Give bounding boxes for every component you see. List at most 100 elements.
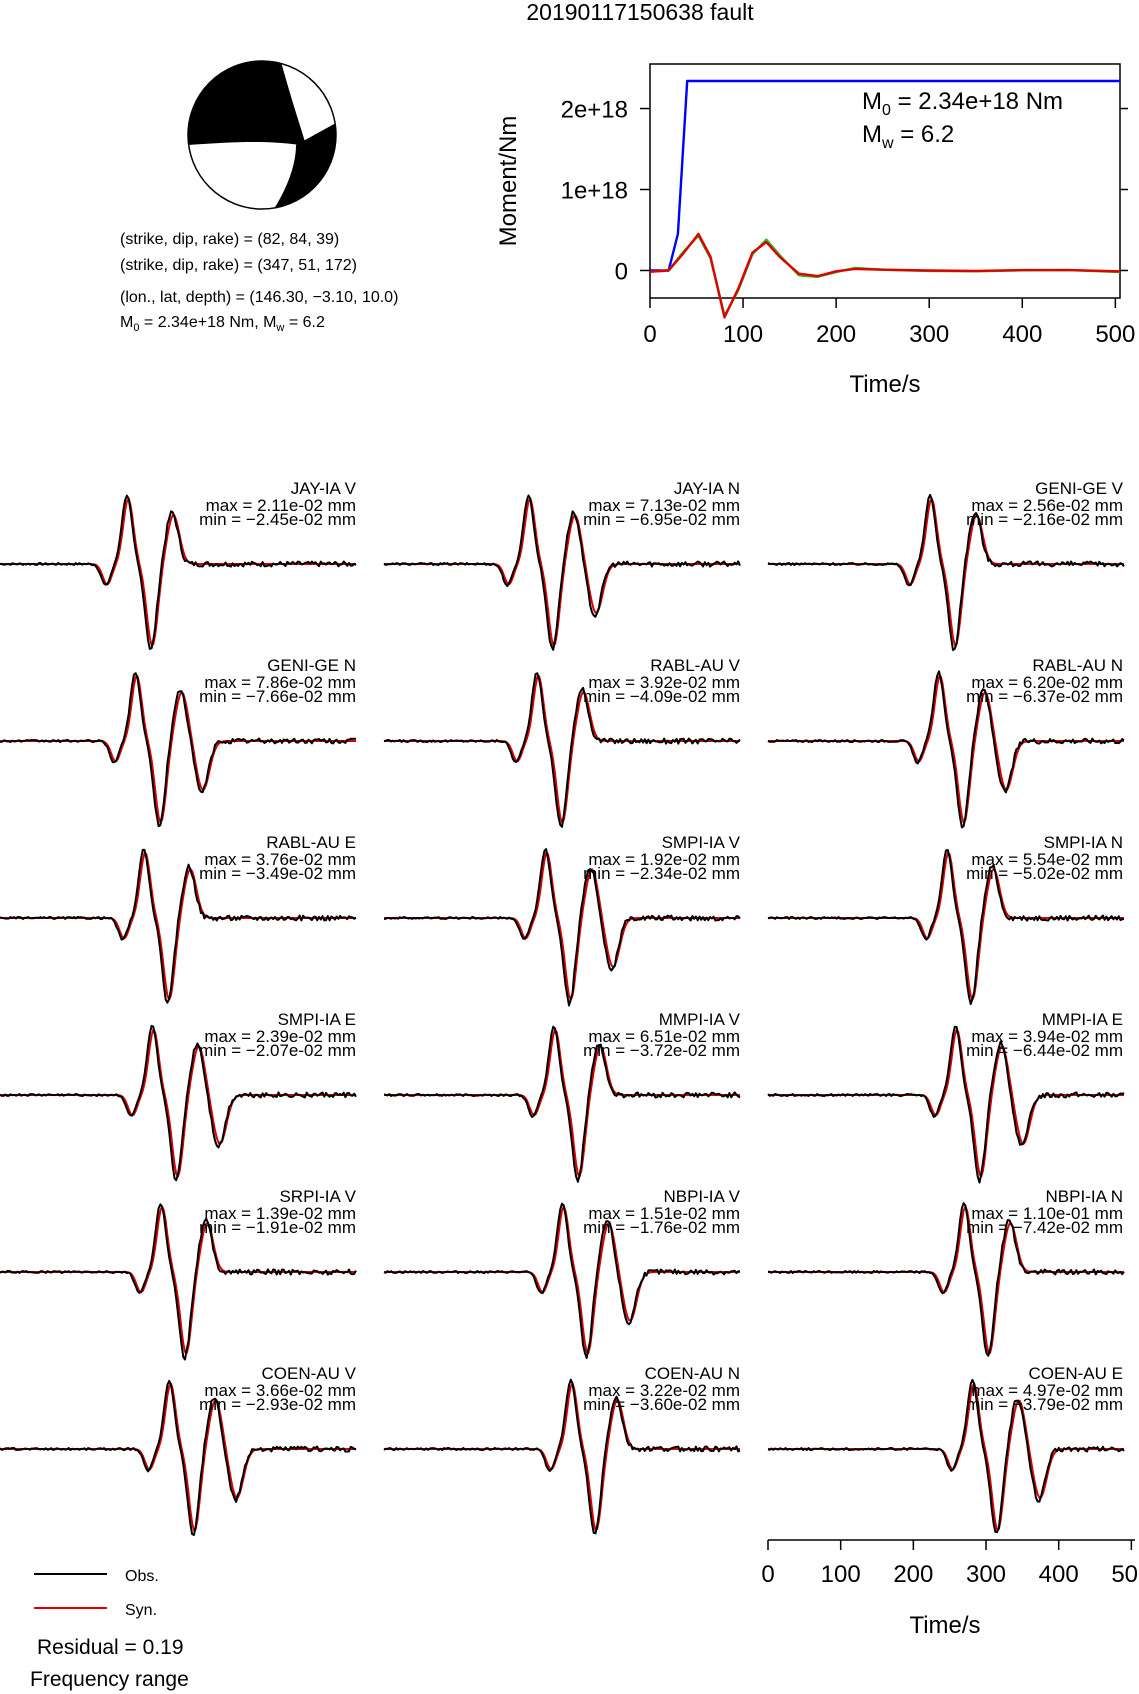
mechanism-info: (strike, dip, rake) = (82, 84, 39) (stri… [120, 231, 398, 334]
observed-trace [0, 1203, 357, 1361]
station-name: GENI-GE N [267, 656, 356, 675]
station-min: min = −3.60e-02 mm [583, 1395, 740, 1414]
stf-moment-rate-red-line [649, 232, 1121, 319]
station-min: min = −3.49e-02 mm [199, 864, 356, 883]
station-min: min = −1.76e-02 mm [583, 1218, 740, 1237]
station-name: SMPI-IA N [1044, 833, 1123, 852]
observed-trace [383, 672, 741, 828]
observed-trace [767, 849, 1124, 1006]
station-name: SMPI-IA E [278, 1010, 356, 1029]
station-min: min = −6.37e-02 mm [966, 687, 1123, 706]
station-min: min = −2.34e-02 mm [583, 864, 740, 883]
stf-y-tick-label: 1e+18 [561, 178, 628, 205]
stf-xlabel: Time/s [849, 371, 920, 398]
stf-plot-frame [649, 63, 1121, 299]
station-max: max = 2.11e-02 mm [206, 496, 356, 515]
observed-trace [767, 670, 1125, 829]
observed-trace [0, 1379, 357, 1536]
waveform-x-tick-label: 0 [761, 1561, 774, 1588]
waveform-time-axis: 0 100 200 300 400 500 Time/s [761, 1539, 1139, 1639]
waveform-xlabel: Time/s [909, 1612, 980, 1639]
station-max: max = 2.56e-02 mm [971, 496, 1123, 515]
station-max: max = 6.51e-02 mm [588, 1027, 740, 1046]
station-max: max = 7.13e-02 mm [588, 496, 740, 515]
station-max: max = 2.39e-02 mm [204, 1027, 356, 1046]
legend-obs-label: Obs. [125, 1568, 159, 1585]
station-min: min = −2.16e-02 mm [966, 510, 1123, 529]
stf-ylabel: Moment/Nm [495, 116, 522, 247]
legend: Obs. Syn. Residual = 0.19 Frequency rang… [30, 1568, 189, 1691]
station-min: min = −1.91e-02 mm [199, 1218, 356, 1237]
stf-x-tick-label: 500 [1095, 321, 1135, 348]
waveform-x-tick-label: 500 [1111, 1561, 1139, 1588]
station-max: max = 6.20e-02 mm [971, 673, 1123, 692]
waveform-x-tick-label: 200 [893, 1561, 933, 1588]
station-name: COEN-AU N [645, 1364, 740, 1383]
station-name: RABL-AU E [266, 833, 356, 852]
station-name: MMPI-IA V [659, 1010, 741, 1029]
station-max: max = 7.86e-02 mm [204, 673, 356, 692]
beachball [187, 60, 337, 210]
station-max: max = 3.22e-02 mm [588, 1381, 740, 1400]
observed-trace [767, 1025, 1125, 1184]
observed-trace [0, 494, 357, 650]
station-name: SMPI-IA V [662, 833, 741, 852]
station-min: min = −3.72e-02 mm [583, 1041, 740, 1060]
station-name: COEN-AU V [262, 1364, 357, 1383]
station-name: MMPI-IA E [1042, 1010, 1123, 1029]
station-min: min = −5.02e-02 mm [966, 864, 1123, 883]
residual-label: Residual = 0.19 [37, 1636, 184, 1659]
station-name: JAY-IA N [674, 479, 740, 498]
waveform-x-tick-label: 400 [1039, 1561, 1079, 1588]
station-min: min = −4.09e-02 mm [583, 687, 740, 706]
station-max: max = 4.97e-02 mm [971, 1381, 1123, 1400]
station-max: max = 1.10e-01 mm [971, 1204, 1123, 1223]
observed-trace [383, 848, 741, 1007]
stf-annotation-m0: M0 = 2.34e+18 Nm [862, 88, 1063, 119]
waveform-x-tick-label: 300 [966, 1561, 1006, 1588]
nodal-plane-2: (strike, dip, rake) = (347, 51, 172) [120, 257, 357, 274]
station-max: max = 5.54e-02 mm [971, 850, 1123, 869]
stf-x-tick-label: 300 [909, 321, 949, 348]
stf-y-tick-label: 2e+18 [561, 97, 628, 124]
stf-y-tick-label: 0 [615, 258, 628, 285]
beachball-compression-upper [188, 61, 305, 145]
station-min: min = −2.93e-02 mm [199, 1395, 356, 1414]
observed-trace [768, 1202, 1125, 1357]
observed-trace [0, 1024, 357, 1182]
observed-trace [0, 672, 356, 828]
observed-trace [767, 493, 1125, 652]
station-name: GENI-GE V [1035, 479, 1124, 498]
nodal-plane-1: (strike, dip, rake) = (82, 84, 39) [120, 231, 339, 248]
stf-x-tick-label: 0 [643, 321, 656, 348]
station-min: min = −6.95e-02 mm [583, 510, 740, 529]
stf-x-tick-label: 200 [816, 321, 856, 348]
station-max: max = 3.66e-02 mm [204, 1381, 356, 1400]
observed-trace [0, 848, 357, 1004]
observed-trace [383, 1025, 741, 1183]
station-max: max = 3.76e-02 mm [204, 850, 356, 869]
station-min: min = −2.45e-02 mm [199, 510, 356, 529]
station-name: SRPI-IA V [279, 1187, 356, 1206]
frequency-range-label: Frequency range [30, 1668, 189, 1691]
observed-trace [383, 1202, 740, 1359]
station-min: min = −2.07e-02 mm [199, 1041, 356, 1060]
station-name: COEN-AU E [1029, 1364, 1123, 1383]
stf-x-tick-label: 100 [723, 321, 763, 348]
legend-syn-label: Syn. [125, 1602, 157, 1619]
